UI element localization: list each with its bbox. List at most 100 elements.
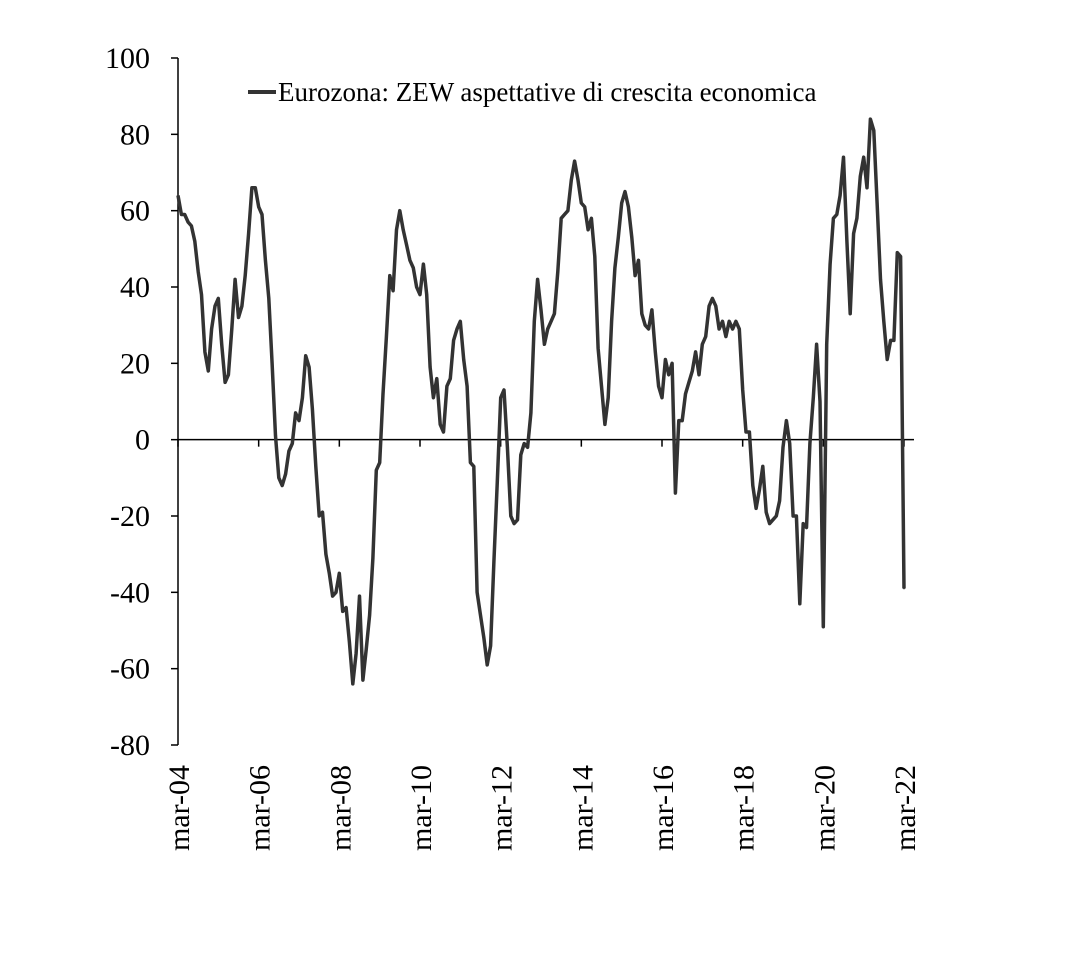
y-tick-label: 60 [120, 195, 150, 228]
data-point [748, 431, 751, 433]
data-point [741, 389, 744, 391]
data-point [718, 328, 720, 330]
data-point [210, 328, 213, 330]
data-point [610, 320, 613, 323]
data-point [415, 286, 418, 288]
data-point [372, 557, 374, 559]
data-point [573, 160, 576, 163]
x-tick-label: mar-06 [244, 765, 277, 851]
series-line [176, 117, 906, 686]
data-point [859, 175, 862, 178]
data-point [220, 343, 223, 346]
data-point [604, 423, 606, 426]
data-point [822, 625, 825, 628]
data-point [812, 396, 815, 399]
data-point [644, 324, 647, 327]
data-point [640, 312, 643, 315]
data-point [856, 217, 858, 220]
x-tick-label: mar-08 [324, 765, 357, 851]
data-point [526, 446, 529, 449]
data-point [768, 522, 771, 525]
data-point [472, 465, 475, 468]
data-point [298, 419, 300, 422]
data-point [691, 370, 694, 372]
data-point [835, 213, 838, 216]
data-point [509, 515, 512, 517]
data-point [412, 267, 415, 269]
data-point [452, 339, 455, 342]
data-point [466, 385, 468, 388]
data-point [550, 320, 552, 323]
data-point [365, 648, 368, 651]
data-point [446, 385, 448, 388]
data-point [432, 396, 435, 399]
data-point [247, 232, 250, 235]
data-point [886, 358, 889, 361]
data-point [348, 641, 351, 643]
data-point [328, 572, 331, 575]
data-point [805, 526, 808, 529]
data-point [335, 591, 337, 594]
data-point [624, 190, 626, 193]
data-point [815, 343, 818, 346]
data-point [577, 179, 579, 182]
y-tick-label: -60 [110, 653, 150, 686]
y-tick-label: 20 [120, 347, 150, 380]
data-point [224, 381, 227, 384]
data-point [288, 450, 290, 452]
data-point [819, 400, 821, 403]
data-point [469, 461, 472, 464]
data-point [785, 419, 788, 422]
data-point [291, 442, 294, 445]
data-point [200, 293, 203, 296]
data-point [190, 225, 193, 227]
data-point [600, 385, 603, 388]
data-point [758, 488, 761, 491]
data-point [704, 335, 707, 338]
data-point [489, 644, 492, 647]
data-point [889, 339, 892, 342]
y-axis-ticks: -80 -60 -40 -20 0 20 40 60 80 100 [105, 42, 178, 762]
data-point [876, 202, 878, 204]
data-point [523, 442, 526, 445]
data-point [674, 492, 677, 494]
data-point [519, 454, 522, 456]
data-point [839, 194, 841, 197]
data-point [614, 267, 616, 269]
data-point [751, 484, 754, 487]
data-point [597, 347, 599, 349]
data-point [267, 297, 270, 300]
data-point [261, 213, 263, 216]
data-point [207, 370, 210, 372]
data-point [281, 484, 284, 487]
data-point [483, 637, 485, 639]
data-point [677, 419, 680, 422]
data-point [439, 423, 442, 426]
data-point [362, 679, 364, 681]
data-point [536, 278, 539, 281]
data-point [530, 412, 532, 414]
data-point [301, 396, 304, 399]
data-point [358, 595, 361, 597]
data-point [499, 396, 502, 399]
data-point [237, 316, 240, 319]
data-point [587, 228, 589, 231]
data-point [708, 305, 710, 307]
data-point [846, 240, 848, 243]
data-point [617, 236, 620, 239]
data-point [607, 396, 610, 399]
data-point [869, 118, 872, 120]
data-point [304, 354, 307, 357]
data-point [409, 259, 411, 262]
data-point [899, 255, 902, 258]
legend-label: Eurozona: ZEW aspettative di crescita ec… [278, 77, 817, 107]
data-point [338, 572, 341, 575]
x-tick-label: mar-14 [566, 765, 599, 851]
y-tick-label: -20 [110, 500, 150, 533]
data-point [496, 480, 499, 483]
data-point [651, 309, 653, 311]
y-tick-label: 100 [105, 42, 150, 75]
data-point [731, 328, 734, 330]
data-point [254, 186, 257, 189]
